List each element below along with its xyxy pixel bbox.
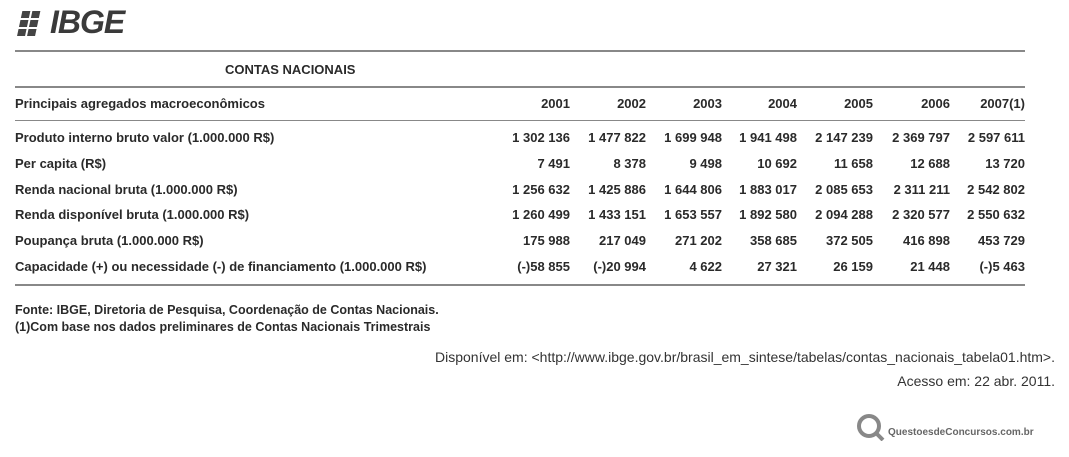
value-cell: (-)5 463 <box>979 259 1025 274</box>
value-cell: (-)58 855 <box>517 259 570 274</box>
value-cell: 2 094 288 <box>815 207 873 223</box>
value-cell: 1 892 580 <box>739 207 797 223</box>
column-header: 2005 <box>844 96 873 111</box>
row-label: Poupança bruta (1.000.000 R$) <box>15 233 204 249</box>
rule <box>15 86 1025 88</box>
value-cell: 358 685 <box>750 233 797 249</box>
column-header: 2006 <box>921 96 950 111</box>
value-cell: 2 147 239 <box>815 130 873 145</box>
value-cell: 2 369 797 <box>892 130 950 145</box>
rule <box>15 50 1025 52</box>
footnote: (1)Com base nos dados preliminares de Co… <box>15 320 431 334</box>
value-cell: 9 498 <box>689 155 722 171</box>
column-header: 2001 <box>541 96 570 111</box>
logo-icon <box>17 11 41 36</box>
value-cell: 11 658 <box>833 155 873 171</box>
access-date: Acesso em: 22 abr. 2011. <box>897 373 1055 389</box>
value-cell: (-)20 994 <box>593 259 646 274</box>
row-label: Per capita (R$) <box>15 155 107 171</box>
footnote: Fonte: IBGE, Diretoria de Pesquisa, Coor… <box>15 303 439 317</box>
value-cell: 8 378 <box>613 155 646 171</box>
logo: IBGE <box>50 4 125 40</box>
value-cell: 4 622 <box>689 259 722 274</box>
value-cell: 21 448 <box>910 259 950 274</box>
value-cell: 453 729 <box>978 233 1025 249</box>
rule <box>15 284 1025 286</box>
value-cell: 2 597 611 <box>967 130 1025 145</box>
source: Disponível em: <http://www.ibge.gov.br/b… <box>435 349 1055 365</box>
value-cell: 26 159 <box>833 259 873 274</box>
value-cell: 2 550 632 <box>967 207 1025 223</box>
table-title: CONTAS NACIONAIS <box>225 62 356 77</box>
value-cell: 1 425 886 <box>588 181 646 197</box>
value-cell: 1 644 806 <box>664 181 722 197</box>
column-header: 2004 <box>768 96 797 111</box>
row-label: Renda nacional bruta (1.000.000 R$) <box>15 181 238 197</box>
value-cell: 217 049 <box>599 233 646 249</box>
value-cell: 1 433 151 <box>588 207 646 223</box>
row-label: Capacidade (+) ou necessidade (-) de fin… <box>15 259 427 274</box>
value-cell: 372 505 <box>826 233 873 249</box>
value-cell: 2 311 211 <box>893 181 950 197</box>
value-cell: 2 085 653 <box>815 181 873 197</box>
column-header: 2002 <box>617 96 646 111</box>
value-cell: 1 883 017 <box>739 181 797 197</box>
value-cell: 1 302 136 <box>512 130 570 145</box>
value-cell: 12 688 <box>910 155 950 171</box>
column-header: Principais agregados macroeconômicos <box>15 96 265 111</box>
value-cell: 1 256 632 <box>512 181 570 197</box>
value-cell: 271 202 <box>675 233 722 249</box>
watermark-icon <box>857 414 885 441</box>
column-header: 2003 <box>693 96 722 111</box>
rule <box>15 120 1025 121</box>
value-cell: 27 321 <box>757 259 797 274</box>
watermark: QuestoesdeConcursos.com.br <box>888 427 1034 438</box>
value-cell: 175 988 <box>523 233 570 249</box>
value-cell: 10 692 <box>757 155 797 171</box>
value-cell: 1 260 499 <box>512 207 570 223</box>
row-label: Produto interno bruto valor (1.000.000 R… <box>15 130 275 145</box>
value-cell: 416 898 <box>903 233 950 249</box>
value-cell: 1 699 948 <box>664 130 722 145</box>
column-header: 2007(1) <box>980 96 1025 111</box>
value-cell: 7 491 <box>537 155 570 171</box>
value-cell: 1 653 557 <box>664 207 722 223</box>
value-cell: 1 477 822 <box>588 130 646 145</box>
value-cell: 13 720 <box>985 155 1025 171</box>
value-cell: 1 941 498 <box>739 130 797 145</box>
row-label: Renda disponível bruta (1.000.000 R$) <box>15 207 250 223</box>
value-cell: 2 542 802 <box>967 181 1025 197</box>
value-cell: 2 320 577 <box>892 207 950 223</box>
